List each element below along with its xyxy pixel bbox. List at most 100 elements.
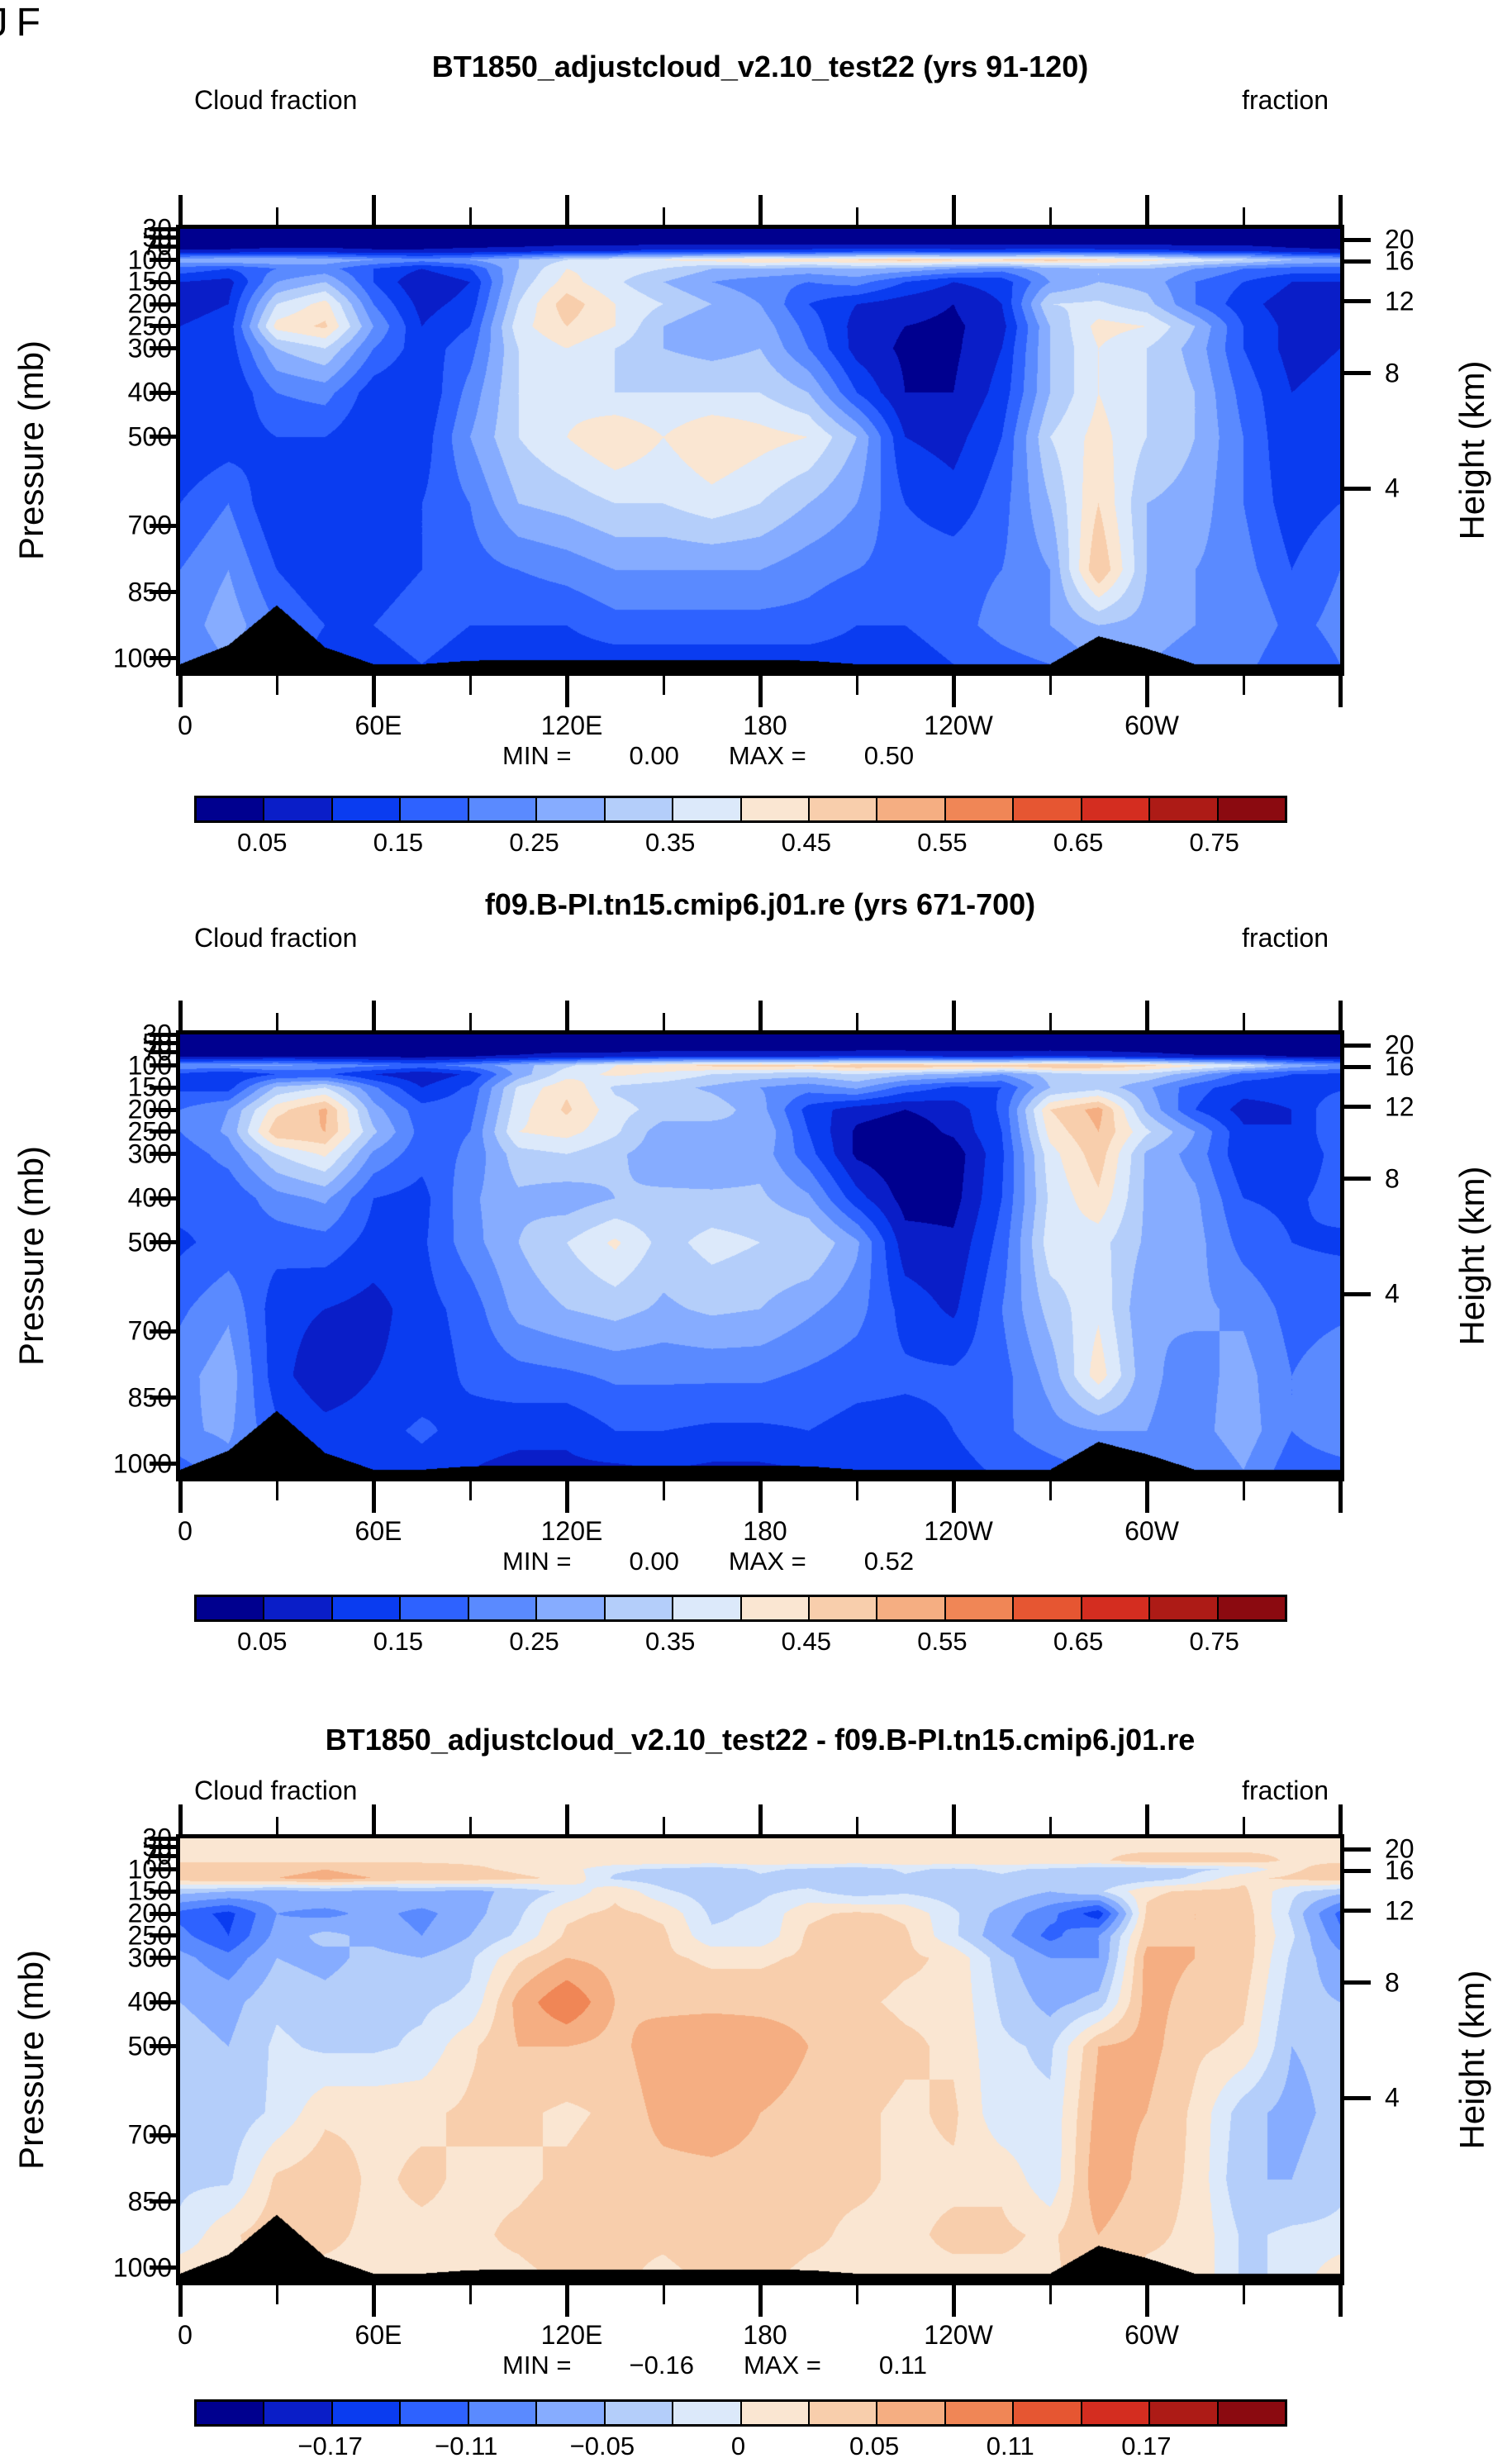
height-tick-label: 12 [1385,286,1415,316]
cloud-fraction-label: Cloud fraction [194,923,358,953]
max-value: 0.52 [863,1547,915,1576]
pressure-axis-title: Pressure (mb) [12,1145,50,1367]
x-axis-major-tick [951,676,956,707]
x-axis-minor-tick [468,2285,472,2304]
x-axis-minor-tick [1242,676,1245,695]
pressure-tick-label: 1000 [112,643,172,673]
pressure-tick-label: 200 [127,288,172,319]
x-axis-minor-tick [1048,1481,1052,1500]
x-axis-tick-label: 120W [924,2320,993,2350]
min-value: 0.00 [629,741,679,770]
pressure-axis-title: Pressure (mb) [12,1949,50,2170]
x-axis-major-tick [178,1804,183,1834]
x-axis-minor-tick [468,207,472,225]
pressure-tick [150,346,176,351]
height-axis-title: Height (km) [1453,1166,1491,1346]
x-axis-tick-label: 0 [178,711,193,740]
colorbar-segment [807,798,877,820]
x-axis-minor-tick [468,1481,472,1500]
contour-canvas [180,1034,1340,1477]
x-axis-minor-tick [855,1481,858,1500]
min-label: MIN = [502,741,572,770]
x-axis-tick-label: 60E [354,1516,402,1546]
colorbar-segment [807,1597,877,1619]
x-axis-tick-label: 120E [540,711,603,740]
colorbar-segment [1216,1597,1285,1619]
pressure-tick-label: 150 [127,1876,172,1906]
pressure-tick [150,226,176,231]
x-axis-major-tick [178,2285,183,2317]
colorbar-tick-label: 0 [730,2432,746,2458]
colorbar-segment [1012,1597,1081,1619]
pressure-tick-label: 500 [127,421,172,452]
height-tick-label: 16 [1385,1855,1415,1885]
cloud-fraction-label: Cloud fraction [194,1776,358,1805]
x-axis-major-tick [758,2285,763,2317]
panel-title: BT1850_adjustcloud_v2.10_test22 - f09.B-… [325,1723,1196,1757]
x-axis-major-tick [1338,2285,1343,2317]
x-axis-minor-tick [468,1013,472,1030]
x-axis-major-tick [951,1001,956,1030]
pressure-tick-label: 300 [127,1942,172,1973]
pressure-tick [150,523,176,528]
x-axis-major-tick [564,195,569,225]
colorbar-segment [330,1597,400,1619]
x-axis-tick-label: 180 [743,1516,787,1546]
max-label: MAX = [728,741,806,770]
colorbar-segment [399,798,468,820]
x-axis-major-tick [758,1481,763,1513]
x-axis-major-tick [371,676,376,707]
pressure-tick [150,1867,176,1872]
colorbar-segment [672,798,740,820]
colorbar-tick-label: −0.05 [569,2432,635,2458]
pressure-tick [150,1395,176,1400]
colorbar-segment [603,1597,673,1619]
x-axis-minor-tick [468,676,472,695]
pressure-tick [150,1956,176,1961]
pressure-tick-label: 700 [127,2119,172,2150]
x-axis-minor-tick [275,1817,278,1834]
pressure-tick [150,1063,176,1068]
colorbar-tick-label: 0.55 [917,828,968,857]
height-tick-label: 8 [1385,1967,1400,1998]
x-axis-minor-tick [662,1817,665,1834]
colorbar-segment [399,1597,468,1619]
colorbar-segment [603,2402,673,2424]
colorbar-segment [876,798,944,820]
x-axis-major-tick [564,1804,569,1834]
pressure-tick [150,302,176,307]
x-axis-tick-label: 120W [924,1516,993,1546]
colorbar-segment [739,2402,808,2424]
x-axis-tick-label: 60E [354,2320,402,2350]
height-tick-label: 16 [1385,245,1415,276]
x-axis-major-tick [951,195,956,225]
x-axis-minor-tick [1048,1817,1052,1834]
x-axis-major-tick [1144,195,1149,225]
height-tick [1344,1043,1371,1048]
fraction-label: fraction [1242,1776,1329,1805]
colorbar-segment [1148,1597,1217,1619]
colorbar-segment [1216,2402,1285,2424]
fraction-label: fraction [1242,923,1329,953]
min-label: MIN = [502,2351,572,2380]
x-axis-major-tick [371,1481,376,1513]
colorbar-segment [944,2402,1013,2424]
height-tick-label: 20 [1385,224,1415,254]
minmax-readout: MIN = 0.00 MAX = 0.52 [502,1547,914,1576]
pressure-tick-label: 1000 [112,2252,172,2283]
pressure-tick-label: 700 [127,510,172,540]
x-axis-major-tick [951,1804,956,1834]
pressure-tick [150,2265,176,2270]
colorbar-segment [263,1597,331,1619]
colorbar-tick-label: 0.55 [917,1627,968,1656]
x-axis-minor-tick [1242,1817,1245,1834]
pressure-tick-label: 850 [127,1382,172,1413]
x-axis-major-tick [564,1481,569,1513]
min-value: −0.16 [629,2351,694,2380]
height-tick [1344,299,1371,304]
x-axis-tick-label: 0 [178,2320,193,2350]
pressure-tick-label: 250 [127,1116,172,1147]
pressure-tick [150,1462,176,1467]
colorbar-tick-label: 0.45 [781,828,831,857]
x-axis-minor-tick [855,2285,858,2304]
